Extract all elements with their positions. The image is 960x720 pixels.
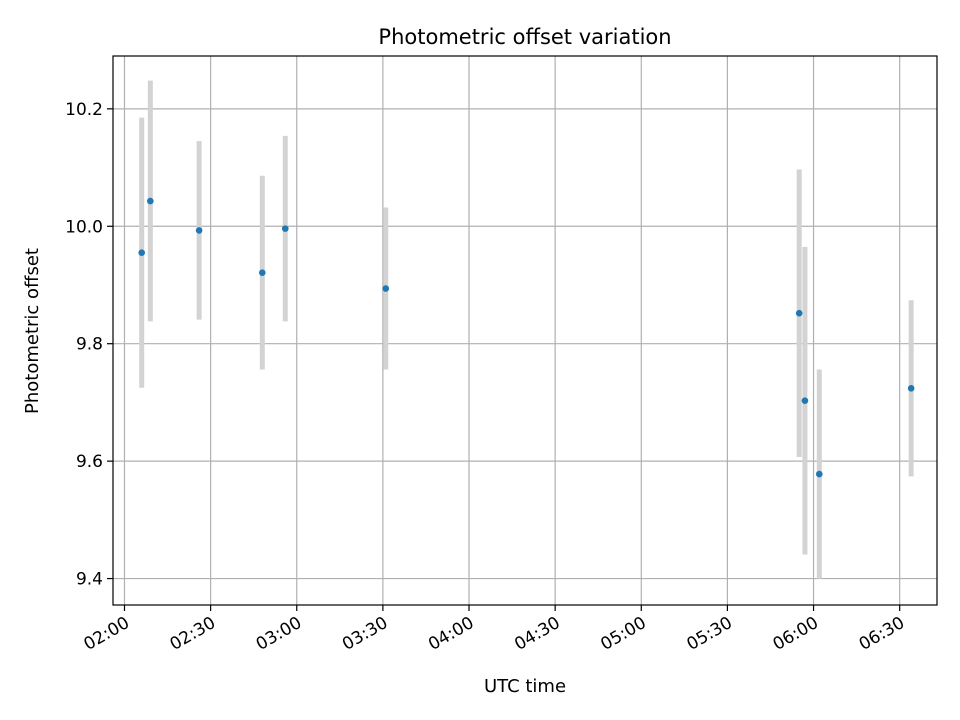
x-tick-label: 02:30 <box>167 613 219 655</box>
y-tick-label: 9.8 <box>76 335 103 355</box>
x-tick-label: 06:00 <box>770 613 822 655</box>
x-axis-title: UTC time <box>484 676 566 697</box>
x-tick-label: 04:30 <box>511 613 563 655</box>
chart-title: Photometric offset variation <box>378 25 671 49</box>
x-tick-label: 05:30 <box>683 613 735 655</box>
y-axis-title: Photometric offset <box>22 248 43 414</box>
error-bars <box>139 80 914 579</box>
data-point <box>815 470 823 478</box>
x-tick-label: 03:00 <box>253 613 305 655</box>
data-point <box>801 397 809 404</box>
x-tick-label: 06:30 <box>856 613 908 655</box>
x-tick-label: 03:30 <box>339 613 391 655</box>
x-tick-label: 05:00 <box>597 613 649 655</box>
x-tick-label: 02:00 <box>81 613 133 655</box>
y-axis: 9.4 9.6 9.8 10.0 10.2 <box>65 100 113 590</box>
grid-lines <box>113 56 937 605</box>
data-point <box>195 227 203 234</box>
y-tick-label: 10.2 <box>65 100 103 120</box>
data-point <box>281 225 289 232</box>
data-point <box>795 309 803 317</box>
data-point <box>147 197 154 205</box>
x-tick-label: 04:00 <box>425 613 477 655</box>
data-points <box>138 197 915 478</box>
y-tick-label: 9.4 <box>76 570 103 590</box>
data-point <box>258 269 266 276</box>
x-axis: 02:00 02:30 03:00 03:30 04:00 04:30 05:00 05:30… <box>81 605 908 655</box>
y-tick-label: 9.6 <box>76 452 103 472</box>
y-tick-label: 10.0 <box>65 217 103 237</box>
data-point <box>138 249 146 257</box>
data-point <box>907 385 915 392</box>
plot-frame <box>112 55 938 606</box>
data-point <box>382 285 390 292</box>
